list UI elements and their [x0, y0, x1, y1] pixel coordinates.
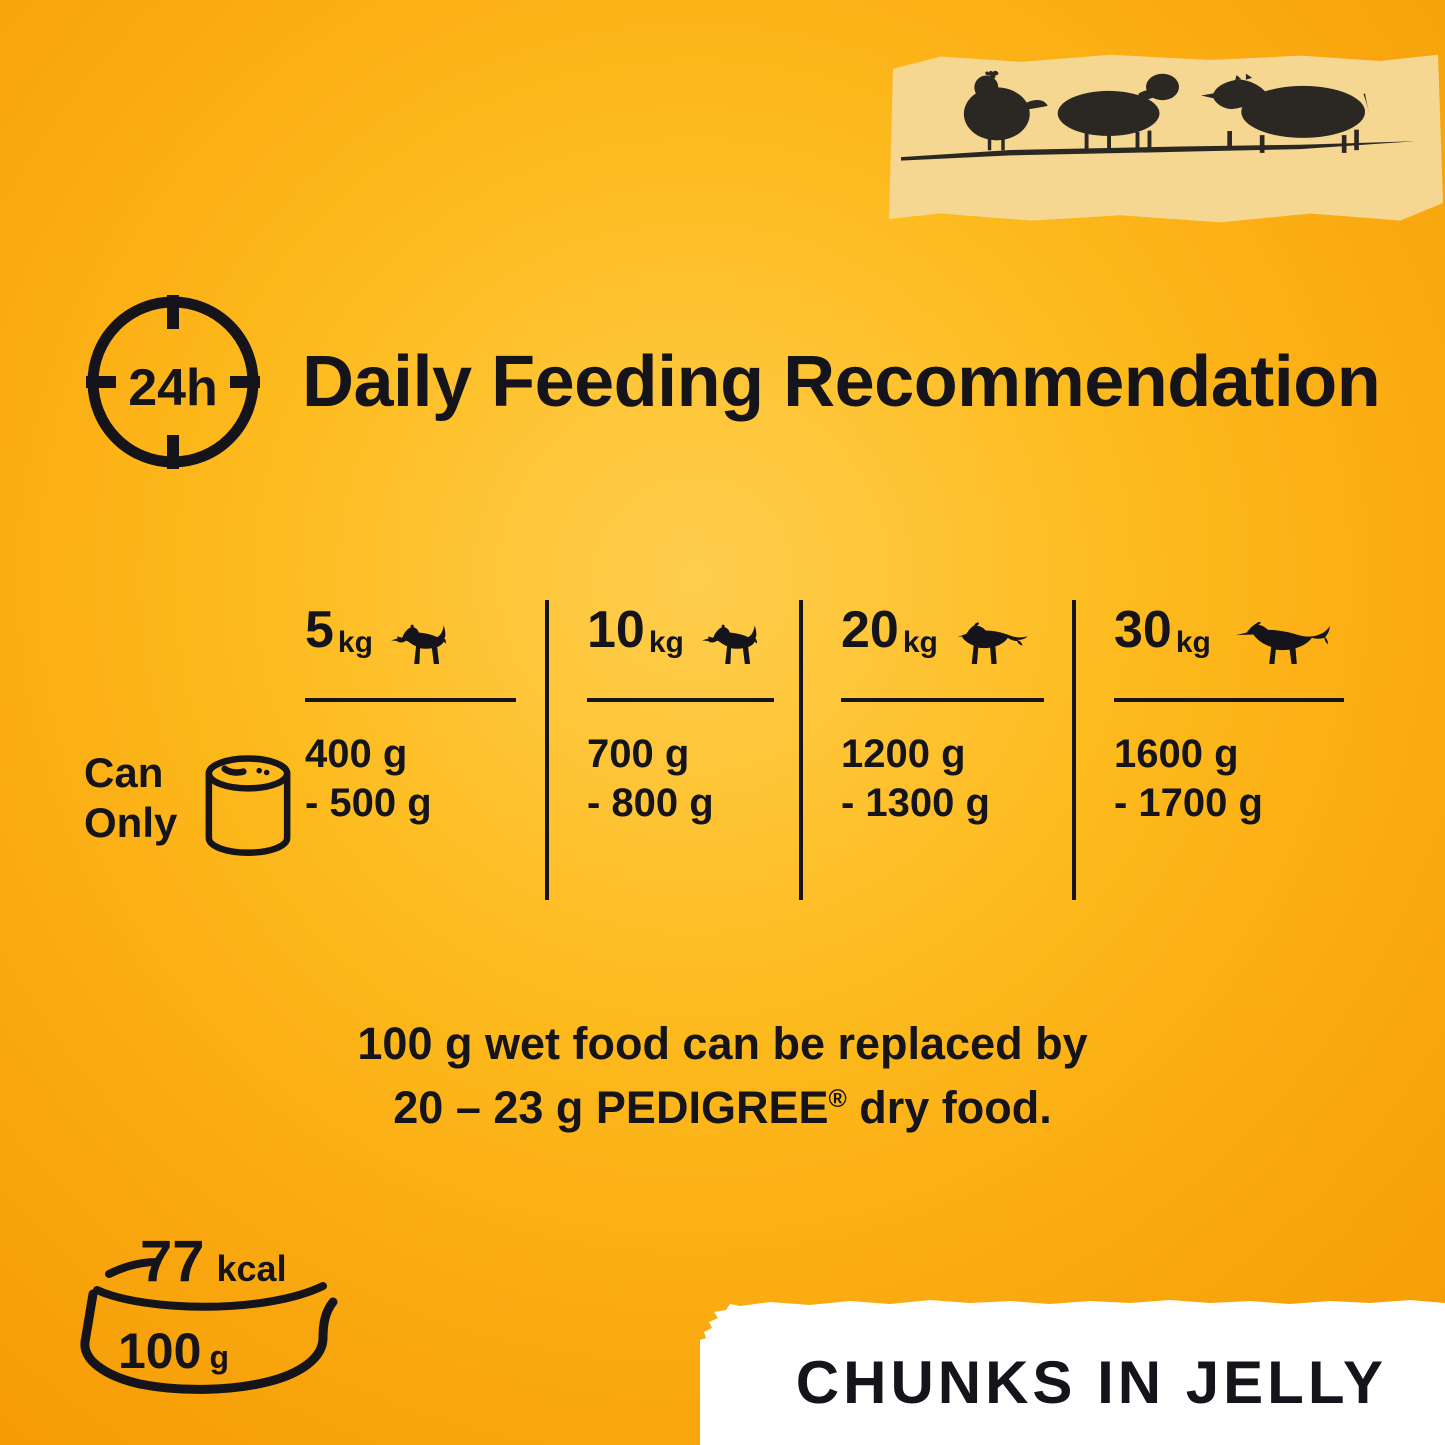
svg-text:24h: 24h: [128, 359, 218, 417]
